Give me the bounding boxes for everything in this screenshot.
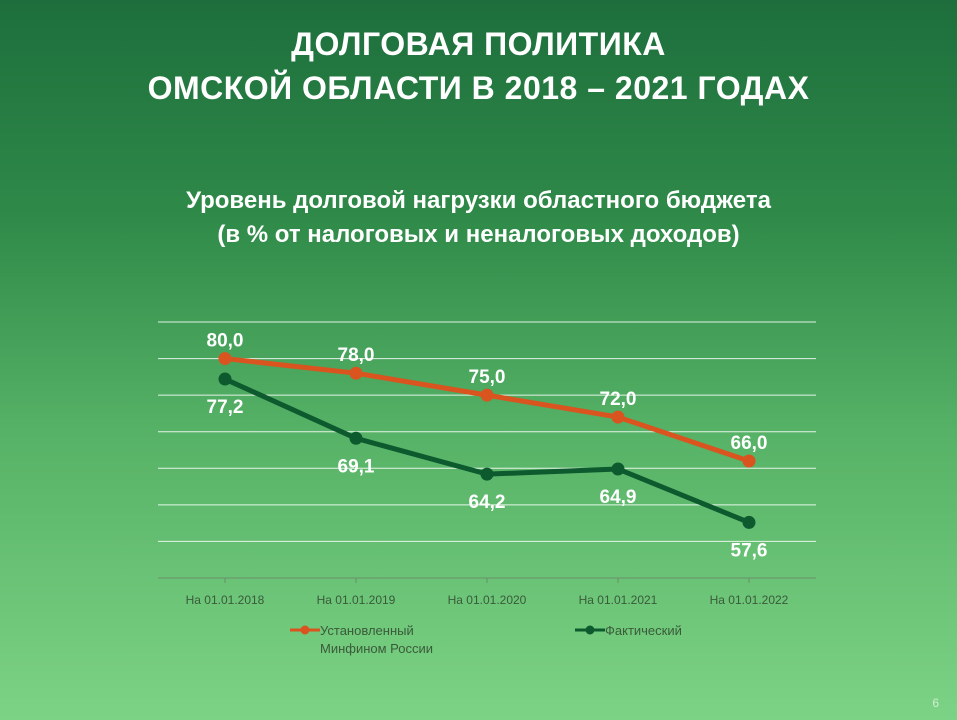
data-point-actual	[480, 467, 494, 481]
legend-label: Фактический	[605, 623, 682, 638]
chart-subtitle: Уровень долговой нагрузки областного бюд…	[0, 184, 957, 252]
subtitle-line-1: Уровень долговой нагрузки областного бюд…	[186, 187, 771, 214]
legend-label: Установленный Минфином России	[320, 623, 433, 656]
x-tick-label: На 01.01.2019	[317, 593, 396, 607]
data-point-established	[611, 410, 625, 424]
title-line-2: ОМСКОЙ ОБЛАСТИ В 2018 – 2021 ГОДАХ	[147, 70, 810, 106]
data-point-established	[480, 388, 494, 402]
data-label-actual: 57,6	[731, 540, 768, 561]
data-label-established: 66,0	[731, 433, 768, 454]
data-label-actual: 69,1	[338, 456, 375, 477]
data-label-actual: 77,2	[207, 397, 244, 418]
data-label-actual: 64,2	[469, 492, 506, 513]
x-tick-label: На 01.01.2022	[710, 593, 789, 607]
data-label-established: 72,0	[600, 389, 637, 410]
data-point-established	[742, 454, 756, 468]
data-point-actual	[349, 431, 363, 445]
x-tick-label: На 01.01.2018	[186, 593, 265, 607]
data-point-actual	[742, 515, 756, 529]
x-tick-label: На 01.01.2020	[448, 593, 527, 607]
data-label-established: 80,0	[207, 331, 244, 352]
subtitle-line-2: (в % от налоговых и неналоговых доходов)	[217, 221, 740, 248]
data-label-actual: 64,9	[600, 487, 637, 508]
data-label-established: 75,0	[469, 367, 506, 388]
data-point-established	[218, 352, 232, 366]
data-point-actual	[611, 462, 625, 476]
legend-swatch-marker	[585, 625, 595, 635]
x-tick-label: На 01.01.2021	[579, 593, 658, 607]
data-point-established	[349, 366, 363, 380]
data-point-actual	[218, 372, 232, 386]
data-label-established: 78,0	[338, 345, 375, 366]
slide-title: ДОЛГОВАЯ ПОЛИТИКА ОМСКОЙ ОБЛАСТИ В 2018 …	[0, 22, 957, 110]
title-line-1: ДОЛГОВАЯ ПОЛИТИКА	[291, 26, 666, 62]
legend-swatch-marker	[300, 625, 310, 635]
page-number: 6	[932, 696, 939, 710]
